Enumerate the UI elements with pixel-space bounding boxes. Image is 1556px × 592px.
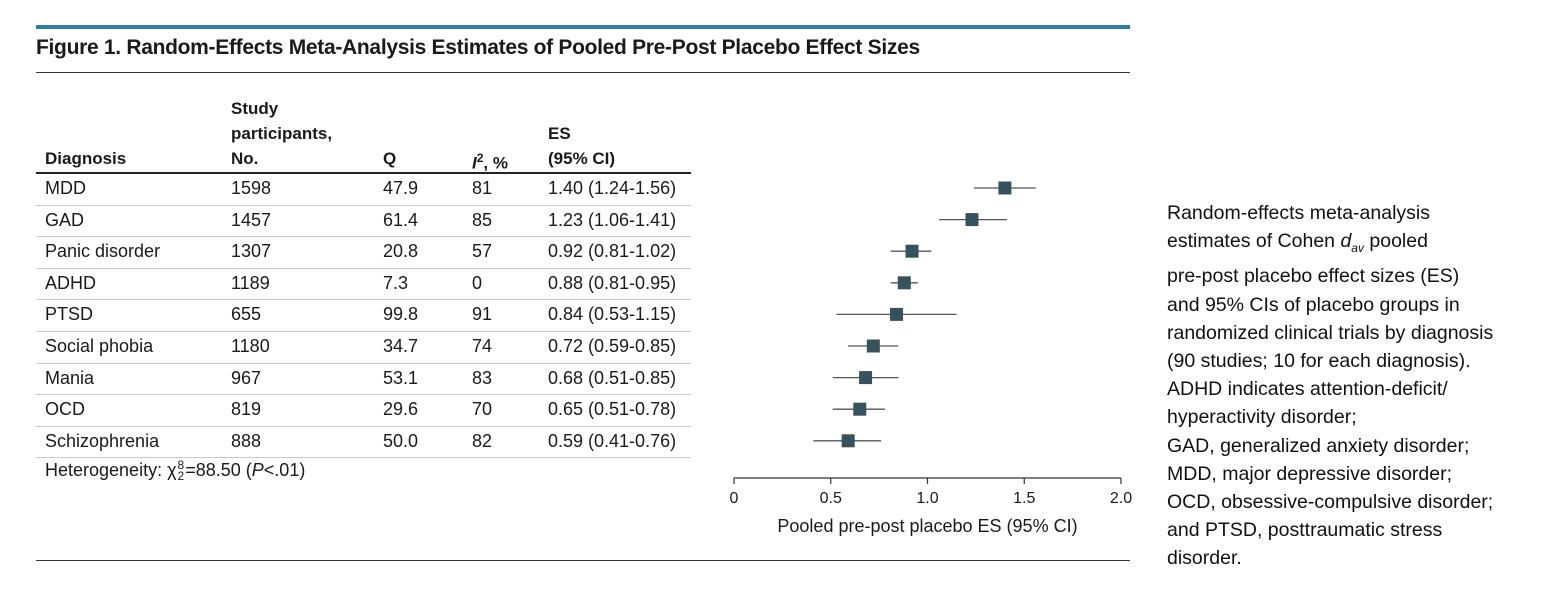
cell-participants: 967 [231, 367, 262, 388]
cell-participants: 655 [231, 304, 262, 325]
cell-q: 20.8 [383, 241, 419, 262]
x-tick-label: 2.0 [1110, 490, 1132, 507]
top-accent-rule [36, 25, 1130, 29]
estimate-marker [866, 339, 880, 353]
x-tick-label: 1.0 [916, 490, 938, 507]
caption-line: pre-post placebo effect sizes (ES) [1167, 265, 1460, 288]
header-q: Q [383, 149, 397, 168]
cell-diagnosis: MDD [45, 178, 86, 198]
caption-line: hyperactivity disorder; [1167, 406, 1357, 429]
cell-es: 1.40 (1.24-1.56) [548, 178, 677, 198]
cell-q: 47.9 [383, 178, 419, 198]
row-divider [36, 204, 691, 206]
caption-line: MDD, major depressive disorder; [1167, 462, 1453, 485]
estimate-marker [853, 402, 867, 416]
cell-es: 0.72 (0.59-0.85) [548, 336, 677, 356]
cell-q: 7.3 [383, 272, 409, 293]
cell-participants: 1457 [231, 209, 272, 230]
cell-participants: 1598 [231, 178, 272, 198]
cell-i2: 74 [472, 336, 493, 356]
cell-es: 0.88 (0.81-0.95) [548, 272, 677, 293]
cell-participants: 819 [231, 399, 262, 420]
header-diagnosis: Diagnosis [45, 149, 127, 168]
estimate-marker [890, 307, 904, 321]
cell-q: 53.1 [383, 367, 419, 388]
caption-line: randomized clinical trials by diagnosis [1167, 321, 1494, 344]
x-axis-title: Pooled pre-post placebo ES (95% CI) [777, 516, 1077, 536]
estimate-marker [897, 276, 911, 290]
cell-es: 0.65 (0.51-0.78) [548, 399, 677, 420]
title-divider [36, 72, 1130, 73]
bottom-divider [36, 560, 1130, 561]
figure-caption: Random-effects meta-analysis estimates o… [1167, 199, 1527, 573]
row-divider [36, 394, 691, 396]
cell-q: 50.0 [383, 430, 419, 451]
figure-title: Figure 1. Random-Effects Meta-Analysis E… [36, 36, 920, 59]
cell-i2: 81 [472, 178, 493, 198]
cell-participants: 888 [231, 430, 262, 451]
cell-i2: 57 [472, 241, 493, 262]
caption-line: estimates of Cohen dav pooled [1167, 230, 1428, 256]
heterogeneity-footnote: Heterogeneity: χ 8 2 =88.50 (P<.01) [45, 458, 306, 484]
cell-i2: 85 [472, 209, 493, 230]
cell-i2: 0 [472, 272, 483, 293]
cell-diagnosis: PTSD [45, 304, 94, 325]
caption-line: and 95% CIs of placebo groups in [1167, 293, 1460, 316]
cell-es: 0.92 (0.81-1.02) [548, 241, 677, 262]
cell-q: 99.8 [383, 304, 419, 325]
cell-i2: 70 [472, 399, 493, 420]
estimate-marker [841, 434, 855, 448]
cell-i2: 91 [472, 304, 493, 325]
cell-participants: 1307 [231, 241, 272, 262]
row-divider [36, 457, 691, 459]
estimate-marker [905, 244, 919, 258]
cell-participants: 1189 [231, 272, 270, 293]
row-divider [36, 425, 691, 427]
caption-line: OCD, obsessive-compulsive disorder; [1167, 490, 1494, 513]
cell-i2: 83 [472, 367, 493, 388]
caption-line: (90 studies; 10 for each diagnosis). [1167, 349, 1471, 372]
estimate-marker [965, 213, 979, 227]
cell-diagnosis: Social phobia [45, 336, 154, 356]
row-divider [36, 267, 691, 269]
estimate-marker [998, 181, 1012, 195]
x-tick-label: 0.5 [820, 490, 842, 507]
cell-diagnosis: Schizophrenia [45, 430, 160, 451]
cell-participants: 1180 [231, 336, 270, 356]
caption-line: and PTSD, posttraumatic stress [1167, 519, 1443, 542]
row-divider [36, 236, 691, 238]
cell-q: 34.7 [383, 336, 419, 356]
header-participants: Study participants, No. [231, 99, 333, 168]
cell-diagnosis: Mania [45, 367, 95, 388]
x-tick-label: 0 [730, 490, 739, 507]
cell-diagnosis: Panic disorder [45, 241, 161, 262]
row-divider [36, 362, 691, 364]
row-divider [36, 299, 691, 301]
forest-plot: 0 0.5 1.0 1.5 2.0 Pooled pre-post placebo ES … [730, 181, 1132, 536]
cell-diagnosis: OCD [45, 399, 85, 420]
estimate-marker [859, 371, 873, 385]
cell-es: 0.84 (0.53-1.15) [548, 304, 677, 325]
caption-line: disorder. [1167, 547, 1242, 570]
header-divider [36, 172, 691, 174]
header-i2: I2, % [472, 151, 508, 173]
x-tick-label: 1.5 [1013, 490, 1035, 507]
cell-diagnosis: GAD [45, 209, 85, 230]
row-divider [36, 331, 691, 332]
cell-q: 29.6 [383, 399, 419, 420]
caption-line: ADHD indicates attention-deficit/ [1167, 378, 1448, 401]
cell-diagnosis: ADHD [45, 272, 97, 293]
cell-es: 0.68 (0.51-0.85) [548, 367, 677, 388]
caption-line: Random-effects meta-analysis [1167, 202, 1431, 224]
cell-q: 61.4 [383, 209, 419, 230]
cell-i2: 82 [472, 430, 493, 451]
caption-line: GAD, generalized anxiety disorder; [1167, 434, 1470, 457]
header-es: ES (95% CI) [548, 124, 616, 168]
cell-es: 0.59 (0.41-0.76) [548, 430, 677, 451]
cell-es: 1.23 (1.06-1.41) [548, 209, 677, 230]
